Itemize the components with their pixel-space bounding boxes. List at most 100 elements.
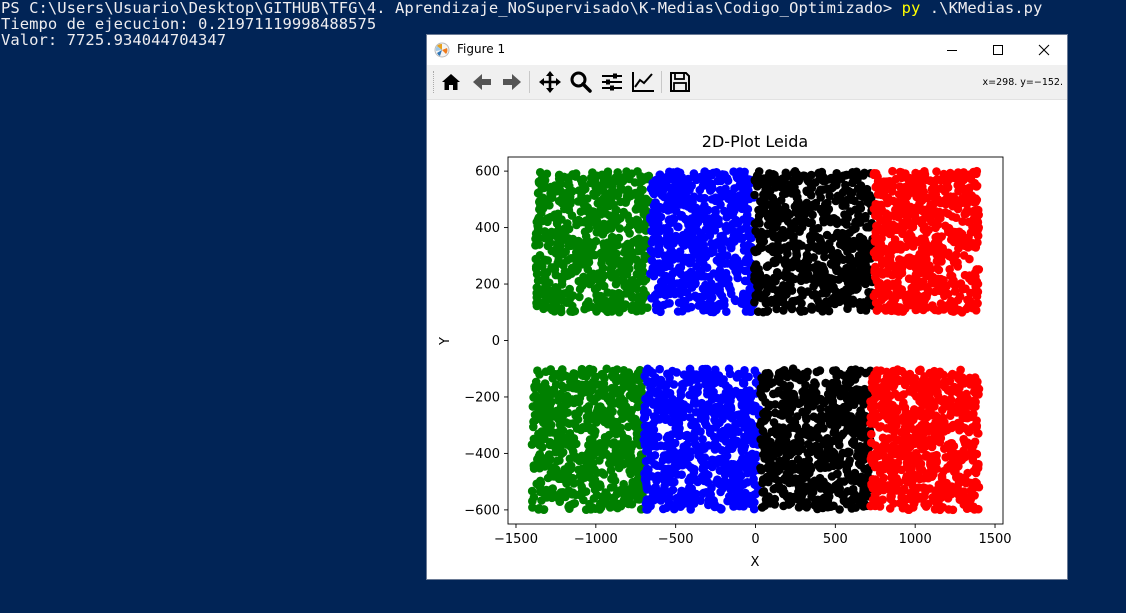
point-black [835,505,844,514]
point-blue [691,407,701,417]
point-red [932,256,942,266]
point-black [818,503,828,513]
point-black [858,234,868,244]
point-blue [688,497,697,507]
point-red [916,294,925,303]
point-blue [672,368,681,377]
zoom-button[interactable] [567,68,595,96]
point-green [568,170,577,179]
point-black [765,169,774,178]
point-blue [740,167,749,177]
point-blue [744,498,754,507]
point-red [871,252,881,262]
forward-button[interactable] [498,68,526,96]
point-blue [643,435,653,445]
edit-axis-button[interactable] [629,68,657,96]
point-black [785,381,795,391]
point-blue [723,259,732,268]
point-black [790,393,799,403]
point-blue [677,500,687,510]
point-blue [659,192,669,202]
point-blue [727,444,737,454]
point-green [584,258,594,267]
point-green [576,425,586,435]
point-black [793,201,803,211]
point-green [545,201,554,210]
point-blue [686,505,695,514]
figure-titlebar[interactable]: Figure 1 [427,35,1067,65]
point-blue [644,465,653,475]
point-black [791,217,801,226]
point-black [807,170,816,180]
point-black [856,305,866,315]
point-green [592,215,601,225]
close-button[interactable] [1021,35,1067,65]
minimize-button[interactable] [929,35,975,65]
point-blue [707,293,717,302]
point-green [590,475,600,485]
point-black [769,389,778,399]
point-blue [700,476,709,486]
point-green [540,255,550,265]
point-blue [682,440,692,449]
point-green [568,291,578,300]
point-black [765,212,774,221]
point-red [906,300,915,310]
back-button[interactable] [468,68,496,96]
point-green [583,380,593,390]
point-green [552,239,562,249]
point-blue [696,229,706,238]
configure-subplots-button[interactable] [598,68,626,96]
point-black [865,190,874,200]
home-button[interactable] [437,68,465,96]
point-red [888,166,897,176]
point-red [961,194,970,204]
point-blue [731,478,740,488]
point-black [816,205,826,215]
point-black [843,470,853,480]
point-red [895,284,905,294]
point-red [876,216,885,225]
point-red [920,235,929,244]
figure-window[interactable]: Figure 1 [427,35,1067,579]
point-black [774,368,784,378]
point-blue [701,380,710,389]
point-black [827,260,837,269]
point-black [819,281,828,291]
terminal-prompt: PS C:\Users\Usuario\Desktop\GITHUB\TFG\4… [1,0,902,17]
point-green [593,181,602,190]
maximize-button[interactable] [975,35,1021,65]
point-black [787,301,796,311]
point-green [634,246,643,256]
point-green [633,368,643,378]
point-red [944,251,954,261]
point-blue [715,252,725,261]
point-blue [702,263,712,272]
point-blue [684,272,694,281]
point-green [545,393,554,403]
point-green [535,168,545,177]
navigation-toolbar: x=298. y=−152. [427,65,1067,100]
point-blue [679,400,688,410]
point-red [920,170,930,179]
point-black [788,447,798,457]
point-blue [666,282,676,291]
point-green [592,223,602,232]
point-green [545,278,554,288]
point-blue [687,420,697,429]
point-black [783,249,792,258]
scatter-chart[interactable]: 2D-Plot Leida −1500 −1000 −500 0 500 1000 1500… [427,100,1067,579]
point-green [620,281,629,291]
save-button[interactable] [666,68,694,96]
plot-canvas[interactable]: 2D-Plot Leida −1500 −1000 −500 0 500 1000 1500… [427,100,1067,579]
minimize-icon [947,50,957,51]
point-green [533,276,543,285]
point-black [842,263,851,273]
point-blue [678,460,687,470]
pan-button[interactable] [536,68,564,96]
point-black [838,414,848,423]
point-black [823,184,833,194]
point-green [633,216,643,225]
point-black [762,273,771,283]
point-green [602,201,611,210]
